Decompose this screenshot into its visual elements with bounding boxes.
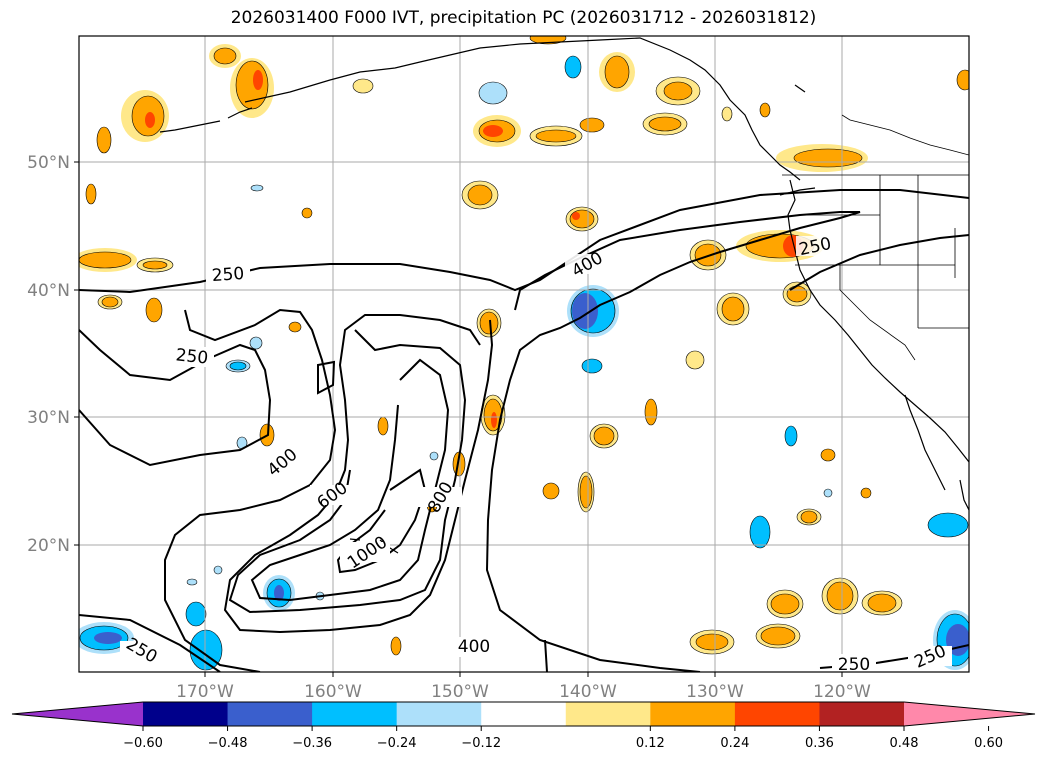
ivt-250-south <box>789 234 969 291</box>
colorbar-tick-label: −0.36 <box>292 736 332 751</box>
map-frame <box>78 35 970 673</box>
colorbar-extend-max <box>904 702 1035 726</box>
alaska-coast <box>244 37 801 181</box>
ivt-250-big <box>79 614 221 672</box>
ivt-600 <box>228 329 467 614</box>
lon-label-120w: 120°W <box>813 682 871 702</box>
longitude-labels: 170°W 160°W 150°W 140°W 130°W 120°W <box>176 682 871 702</box>
contour-label-250-a: 250 <box>211 264 245 286</box>
colorbar-segment <box>312 702 398 726</box>
lat-label-30n: 30°N <box>27 408 70 428</box>
blob-alaska-1 <box>209 44 241 68</box>
colorbar-tick-label: −0.24 <box>377 736 417 751</box>
precip-negative-blobs <box>79 55 969 671</box>
lat-label-50n: 50°N <box>27 153 70 173</box>
contour-label-250-b: 250 <box>175 345 209 368</box>
ivt-jet-400 <box>485 211 861 672</box>
colorbar-tick-label: −0.12 <box>461 736 501 751</box>
gridlines <box>79 36 969 672</box>
blob-mid-pac-1 <box>473 115 521 147</box>
blob-gulf-1 <box>599 52 635 92</box>
colorbar-segment <box>227 702 313 726</box>
contour-label-400-i: 400 <box>458 637 490 657</box>
colorbar-segment <box>734 702 820 726</box>
colorbar-segment <box>481 702 567 726</box>
colorbar-segment <box>565 702 651 726</box>
blob-alaska-2 <box>230 58 274 118</box>
blob-west-edge <box>79 248 137 272</box>
colorbar-tick-label: 0.36 <box>805 736 834 751</box>
colorbar-tick-label: −0.48 <box>208 736 248 751</box>
blob-pnw-coast <box>776 144 868 172</box>
lon-label-150w: 150°W <box>431 682 489 702</box>
colorbar-segment <box>819 702 905 726</box>
ivt-250-west <box>79 329 272 467</box>
map-title: 2026031400 F000 IVT, precipitation PC (2… <box>230 8 817 28</box>
colorbar-extend-min <box>12 702 143 726</box>
ivt-400-main <box>164 308 337 672</box>
blob-aleutian <box>121 90 169 142</box>
map-area: 250 250 250 250 250 250 400 400 400 600 … <box>79 36 969 675</box>
blob-neg-hawaii <box>263 575 295 611</box>
colorbar-tick-label: −0.60 <box>123 736 163 751</box>
colorbar-segment <box>650 702 736 726</box>
latitude-labels: 50°N 40°N 30°N 20°N <box>27 153 70 556</box>
colorbar-tick-label: 0.48 <box>890 736 919 751</box>
lon-label-140w: 140°W <box>559 682 617 702</box>
lon-label-170w: 170°W <box>176 682 234 702</box>
colorbar-segment <box>396 702 482 726</box>
contour-label-250-e: 250 <box>838 655 870 675</box>
colorbar-tick-label: 0.60 <box>974 736 1003 751</box>
lon-label-160w: 160°W <box>304 682 362 702</box>
colorbar-tick-label: 0.24 <box>720 736 749 751</box>
lat-label-40n: 40°N <box>27 281 70 301</box>
colorbar-segment <box>143 702 229 726</box>
axis-ticks <box>74 161 843 677</box>
colorbar: −0.60 −0.48 −0.36 −0.24 −0.12 0.12 0.24 0.36 0.4… <box>11 701 1036 751</box>
blob-neg-big <box>567 285 619 337</box>
ivt-800 <box>250 358 450 602</box>
colorbar-tick-label: 0.12 <box>636 736 665 751</box>
lat-label-20n: 20°N <box>27 536 70 556</box>
lon-label-130w: 130°W <box>686 682 744 702</box>
